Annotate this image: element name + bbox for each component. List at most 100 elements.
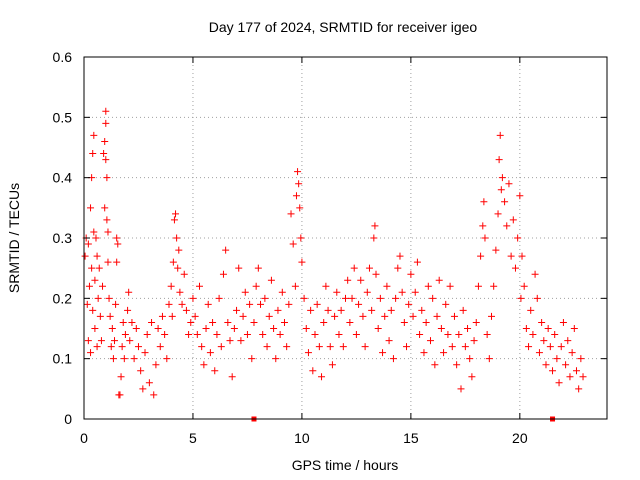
data-point: [105, 294, 113, 302]
data-point: [546, 343, 554, 351]
y-tick-label: 0.1: [53, 351, 73, 367]
data-point: [450, 312, 458, 320]
data-point: [187, 318, 195, 326]
data-point: [551, 331, 559, 339]
data-point: [112, 300, 120, 308]
data-point: [90, 131, 98, 139]
y-tick-label: 0.3: [53, 230, 73, 246]
data-point: [121, 331, 129, 339]
data-point: [564, 337, 572, 345]
chart-title: Day 177 of 2024, SRMTID for receiver ige…: [209, 19, 478, 35]
data-point: [261, 294, 269, 302]
data-point: [337, 306, 345, 314]
y-tick-label: 0.5: [53, 109, 73, 125]
data-point: [99, 282, 107, 290]
data-point: [566, 373, 574, 381]
data-point: [385, 337, 393, 345]
data-point: [348, 294, 356, 302]
data-point: [376, 294, 384, 302]
data-point: [195, 282, 203, 290]
x-tick-label: 10: [294, 430, 310, 446]
data-point: [101, 204, 109, 212]
data-point: [444, 331, 452, 339]
data-point: [167, 282, 175, 290]
x-tick-label: 20: [512, 430, 528, 446]
data-point: [517, 294, 525, 302]
data-point: [93, 252, 101, 260]
data-point: [324, 306, 332, 314]
data-point: [84, 240, 92, 248]
data-point: [145, 379, 153, 387]
x-axis-label: GPS time / hours: [292, 457, 399, 473]
data-point: [371, 222, 379, 230]
data-point: [557, 343, 565, 351]
data-point: [520, 282, 528, 290]
data-point: [126, 337, 134, 345]
data-point: [533, 294, 541, 302]
data-point: [95, 264, 103, 272]
data-point: [103, 174, 111, 182]
data-point: [495, 156, 503, 164]
data-point: [243, 331, 251, 339]
data-point: [485, 355, 493, 363]
data-point: [553, 355, 561, 363]
data-point: [173, 234, 181, 242]
data-point: [350, 264, 358, 272]
data-point: [191, 312, 199, 320]
data-point: [516, 192, 524, 200]
data-point: [342, 294, 349, 302]
grid: [84, 57, 607, 419]
data-point: [472, 318, 480, 326]
data-point: [505, 180, 513, 188]
data-point: [91, 325, 99, 332]
data-point: [437, 325, 445, 332]
data-point: [346, 318, 354, 326]
data-point: [235, 264, 243, 272]
data-point: [120, 355, 128, 363]
data-point: [198, 343, 206, 351]
data-point: [387, 306, 395, 314]
data-point: [440, 349, 448, 357]
data-point: [296, 204, 304, 212]
data-point: [88, 264, 96, 272]
data-point: [204, 300, 212, 308]
data-point: [206, 349, 214, 357]
data-point: [213, 331, 221, 339]
data-point: [270, 325, 278, 332]
data-point: [185, 331, 193, 339]
data-point: [169, 258, 177, 266]
data-point: [503, 222, 511, 230]
data-point: [409, 312, 417, 320]
data-point: [92, 234, 100, 242]
data-point: [389, 355, 397, 363]
data-point: [297, 234, 305, 242]
data-point: [250, 318, 258, 326]
data-point: [396, 252, 404, 260]
data-point: [276, 331, 284, 339]
data-point: [572, 367, 580, 375]
data-point: [278, 288, 286, 296]
data-point: [109, 355, 117, 363]
data-point: [313, 300, 321, 308]
data-point: [83, 300, 91, 308]
data-point: [446, 282, 454, 290]
data-point: [318, 373, 326, 381]
data-point: [233, 306, 241, 314]
data-point: [101, 137, 109, 145]
data-point: [294, 168, 302, 176]
data-point: [453, 361, 461, 369]
data-point: [285, 300, 293, 308]
data-point: [448, 343, 456, 351]
data-point: [90, 228, 98, 236]
data-point: [104, 228, 112, 236]
y-tick-label: 0: [64, 411, 72, 427]
data-point: [416, 331, 424, 339]
data-point: [274, 306, 282, 314]
data-point: [540, 337, 548, 345]
data-point: [219, 270, 227, 278]
data-point: [228, 373, 236, 381]
data-point: [222, 246, 230, 254]
data-point: [239, 312, 247, 320]
data-point: [468, 373, 476, 381]
data-point: [114, 240, 122, 248]
